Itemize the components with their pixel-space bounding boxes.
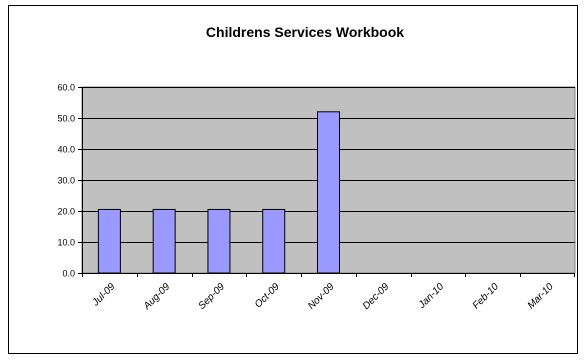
y-tick-label: 40.0: [57, 145, 75, 155]
bar: [262, 208, 286, 274]
plot-area: 0.0 10.0 20.0 30.0 40.0 50.0 60.0 Jul-09 Aug-09 S…: [57, 83, 576, 313]
y-tick-label: 30.0: [57, 176, 75, 186]
x-tick-label: Sep-09: [196, 281, 227, 312]
y-tick-label: 0.0: [62, 269, 75, 279]
bar: [317, 111, 340, 274]
x-tick-label: Nov-09: [306, 281, 337, 312]
x-tick-label: Jan-10: [416, 281, 446, 311]
chart-frame: Childrens Services Workbook 0.0 10.0 20.0 3…: [8, 5, 578, 354]
y-tick-label: 20.0: [57, 207, 75, 217]
x-tick-label: Jul-09: [90, 281, 118, 309]
bar: [97, 208, 121, 274]
y-tick-label: 50.0: [57, 114, 75, 124]
y-tick-label: 60.0: [57, 83, 75, 93]
x-tick-label: Dec-09: [361, 281, 392, 312]
x-tick-label: Feb-10: [471, 281, 501, 311]
x-tick-label: Mar-10: [526, 281, 556, 311]
y-tick-label: 10.0: [57, 238, 75, 248]
bar: [207, 208, 231, 274]
x-tick-label: Oct-09: [253, 281, 282, 310]
bar-chart: Childrens Services Workbook 0.0 10.0 20.0 3…: [57, 24, 576, 313]
chart-title: Childrens Services Workbook: [206, 24, 404, 40]
bar: [152, 208, 176, 274]
x-tick-label: Aug-09: [141, 281, 173, 313]
